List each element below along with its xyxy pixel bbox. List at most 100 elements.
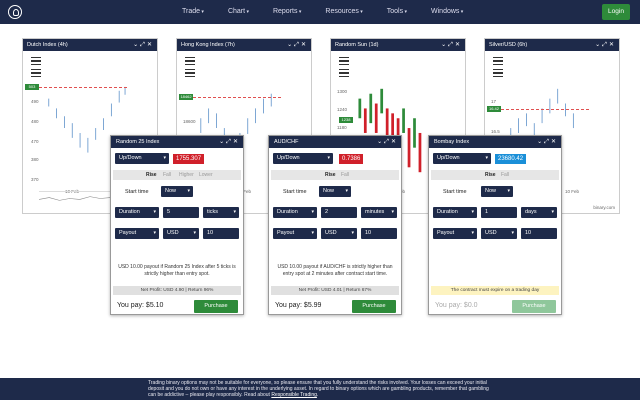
duration-type-select[interactable]: Duration xyxy=(273,207,317,218)
contract-tabs: Rise Fall Higher Lower xyxy=(113,170,241,180)
duration-type-select[interactable]: Duration xyxy=(115,207,159,218)
menu-reports[interactable]: Reports xyxy=(261,0,313,24)
window-controls-icon[interactable]: ⌄⤢✕ xyxy=(219,139,240,145)
window-controls-icon[interactable]: ⌄⤢✕ xyxy=(377,139,398,145)
you-pay-label: You pay: $5.99 xyxy=(275,302,322,309)
currency-select[interactable]: USD xyxy=(321,228,357,239)
chart-menu-icon[interactable] xyxy=(185,57,195,65)
x-tick: 10 Feb xyxy=(237,189,252,194)
contract-tabs: Rise Fall xyxy=(271,170,399,180)
chart-tools-icon[interactable] xyxy=(31,69,41,77)
currency-select[interactable]: USD xyxy=(481,228,517,239)
menu-tools[interactable]: Tools xyxy=(375,0,419,24)
payout-type-select[interactable]: Payout xyxy=(115,228,159,239)
current-price-tag: 18462 xyxy=(179,94,193,100)
start-time-select[interactable]: Now xyxy=(161,186,193,197)
tab-higher[interactable]: Higher xyxy=(179,172,194,178)
y-tick: 17 xyxy=(491,99,497,104)
chart-tools-icon[interactable] xyxy=(493,69,503,77)
start-time-select[interactable]: Now xyxy=(481,186,513,197)
chart-menu-icon[interactable] xyxy=(31,57,41,65)
duration-type-select[interactable]: Duration xyxy=(433,207,477,218)
contract-tabs: Rise Fall xyxy=(431,170,559,180)
duration-input[interactable]: 1 xyxy=(481,207,517,218)
main-menu: Trade Chart Reports Resources Tools Wind… xyxy=(170,0,475,24)
purchase-button[interactable]: Purchase xyxy=(512,300,556,313)
duration-unit-select[interactable]: ticks xyxy=(203,207,239,218)
window-controls-icon[interactable]: ⌄⤢✕ xyxy=(287,42,308,48)
risk-disclaimer: Trading binary options may not be suitab… xyxy=(0,378,640,400)
amount-input[interactable]: 10 xyxy=(361,228,397,239)
you-pay-label: You pay: $0.0 xyxy=(435,302,478,309)
start-time-label: Start time xyxy=(125,189,149,195)
y-tick: 490 xyxy=(31,99,39,104)
y-tick: 470 xyxy=(31,139,39,144)
top-navbar: Trade Chart Reports Resources Tools Wind… xyxy=(0,0,640,24)
chart-plot-area[interactable]: 16.42 xyxy=(487,79,589,183)
window-controls-icon[interactable]: ⌄⤢✕ xyxy=(133,42,154,48)
currency-select[interactable]: USD xyxy=(163,228,199,239)
trade-panel-bombay[interactable]: Bombay Index ⌄⤢✕ Up/Down 23680.42 Rise Fa… xyxy=(428,135,562,315)
current-price-tag: 16.42 xyxy=(487,106,501,112)
chart-title: Dutch Index (4h) xyxy=(27,42,68,48)
chart-window-dutch[interactable]: Dutch Index (4h) ⌄⤢✕ 503 490 480 470 380 … xyxy=(22,38,158,214)
tab-fall[interactable]: Fall xyxy=(163,172,172,178)
tab-fall[interactable]: Fall xyxy=(341,172,350,178)
price-ticks xyxy=(48,86,126,153)
contract-type-select[interactable]: Up/Down xyxy=(433,153,491,164)
payout-type-select[interactable]: Payout xyxy=(273,228,317,239)
chart-title: Hong Kong Index (7h) xyxy=(181,42,235,48)
purchase-button[interactable]: Purchase xyxy=(352,300,396,313)
spot-price: 23680.42 xyxy=(495,154,527,164)
duration-unit-select[interactable]: days xyxy=(521,207,557,218)
duration-input[interactable]: 2 xyxy=(321,207,357,218)
binary-logo-icon[interactable] xyxy=(8,5,22,19)
net-profit-bar: Net Profit: USD 4.01 | Return 67% xyxy=(271,286,399,295)
chart-tools-icon[interactable] xyxy=(339,69,349,77)
trade-panel-audchf[interactable]: AUD/CHF ⌄⤢✕ Up/Down 0.7386 Rise Fall Star… xyxy=(268,135,402,315)
panel-title: Bombay Index xyxy=(434,139,470,145)
contract-description: USD 10.00 payout if AUD/CHF is strictly … xyxy=(277,264,393,277)
y-tick: 18600 xyxy=(183,119,196,124)
chart-tools-icon[interactable] xyxy=(185,69,195,77)
y-tick: 1180 xyxy=(337,125,347,130)
amount-input[interactable]: 10 xyxy=(203,228,239,239)
window-controls-icon[interactable]: ⌄⤢✕ xyxy=(537,139,558,145)
price-ticks xyxy=(510,88,574,140)
contract-type-select[interactable]: Up/Down xyxy=(115,153,169,164)
tab-fall[interactable]: Fall xyxy=(501,172,510,178)
menu-windows[interactable]: Windows xyxy=(419,0,475,24)
payout-type-select[interactable]: Payout xyxy=(433,228,477,239)
chart-plot-area[interactable]: 503 xyxy=(25,79,127,183)
chart-menu-icon[interactable] xyxy=(493,57,503,65)
tab-rise[interactable]: Rise xyxy=(146,172,157,178)
window-controls-icon[interactable]: ⌄⤢✕ xyxy=(441,42,462,48)
window-controls-icon[interactable]: ⌄⤢✕ xyxy=(595,42,616,48)
tab-lower[interactable]: Lower xyxy=(199,172,213,178)
start-time-label: Start time xyxy=(283,189,307,195)
contract-type-select[interactable]: Up/Down xyxy=(273,153,333,164)
y-tick: 480 xyxy=(31,119,39,124)
menu-resources[interactable]: Resources xyxy=(313,0,374,24)
amount-input[interactable]: 10 xyxy=(521,228,557,239)
you-pay-label: You pay: $5.10 xyxy=(117,302,164,309)
chart-menu-icon[interactable] xyxy=(339,57,349,65)
y-tick: 380 xyxy=(31,157,39,162)
trade-panel-random25[interactable]: Random 25 Index ⌄⤢✕ Up/Down 1755.307 Rise… xyxy=(110,135,244,315)
chart-title: Random Sun (1d) xyxy=(335,42,379,48)
chart-source: binary.com xyxy=(593,205,615,210)
tab-rise[interactable]: Rise xyxy=(485,172,496,178)
menu-trade[interactable]: Trade xyxy=(170,0,216,24)
start-time-select[interactable]: Now xyxy=(319,186,351,197)
login-button[interactable]: Login xyxy=(602,4,630,20)
responsible-trading-link[interactable]: Responsible Trading xyxy=(271,392,317,399)
duration-unit-select[interactable]: minutes xyxy=(361,207,397,218)
duration-input[interactable]: 5 xyxy=(163,207,199,218)
x-tick: 10 Feb xyxy=(565,189,580,194)
menu-chart[interactable]: Chart xyxy=(216,0,261,24)
purchase-button[interactable]: Purchase xyxy=(194,300,238,313)
current-price-tag: 1238 xyxy=(339,117,353,123)
panel-title: Random 25 Index xyxy=(116,139,160,145)
tab-rise[interactable]: Rise xyxy=(325,172,336,178)
contract-description: USD 10.00 payout if Random 25 Index afte… xyxy=(118,264,236,277)
